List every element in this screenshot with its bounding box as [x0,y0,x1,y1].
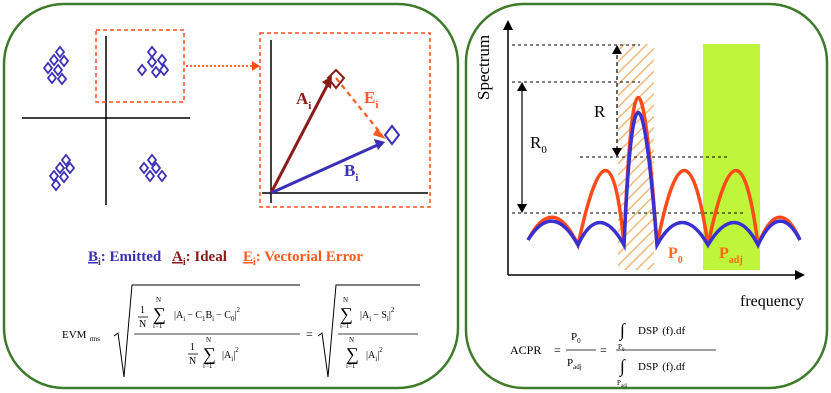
r0-label: R0 [530,133,547,156]
svg-text:Padj: Padj [617,379,627,389]
r0-arrow-top [517,82,527,91]
svg-text:∑: ∑ [340,304,353,324]
constellation-cluster-top-right [136,45,170,79]
svg-text:1: 1 [140,305,145,316]
svg-text:=: = [306,327,313,341]
reference-lines [512,44,745,214]
svg-text:N: N [139,319,146,330]
acpr-formula: ACPR = P0 Padj = ∫ P0 DSP (f).df ∫ Padj D… [510,320,716,389]
vector-b [270,141,383,195]
svg-text:P0: P0 [571,331,581,345]
svg-text:∑: ∑ [346,344,359,364]
spectrum-xlabel: frequency [740,293,804,310]
svg-text:|Ai|2: |Ai|2 [366,346,383,363]
svg-text:N: N [349,336,354,344]
svg-text:i=1: i=1 [346,362,356,370]
r0-arrow-bottom [517,204,527,213]
legend-ideal: Ai: Ideal [172,249,227,268]
svg-text:∑: ∑ [153,304,166,324]
legend-error: Ei: Vectorial Error [243,249,363,268]
r-label: R [594,102,606,121]
svg-text:|Ai|2: |Ai|2 [222,346,239,363]
svg-text:N: N [189,356,196,367]
svg-text:∑: ∑ [203,344,216,364]
svg-text:=: = [600,343,607,357]
vector-a [269,79,332,194]
p0-label: P0 [668,245,683,266]
constellation-cluster-top-left [42,45,70,86]
padj-label: Padj [719,245,743,266]
spectrum-curve-blue [526,110,802,252]
svg-text:∫: ∫ [619,356,626,377]
svg-text:N: N [156,296,161,304]
zoom-arrow-head [252,61,260,71]
svg-text:Padj: Padj [567,357,582,371]
emitted-diamond [383,124,401,146]
svg-text:∫: ∫ [619,320,626,341]
constellation-cluster-bottom-right [138,153,168,183]
legend-emitted: Bi: Emitted [88,249,162,268]
spectrum-x-arrow [795,270,805,280]
svg-text:N: N [206,336,211,344]
vector-b-label: Bi [344,161,358,184]
zoom-box [259,32,431,208]
r-arrow-bottom [612,148,622,157]
svg-text:N: N [343,296,348,304]
svg-text:i=1: i=1 [340,322,350,330]
vector-e-label: Ei [364,88,378,111]
svg-text:1: 1 [190,342,195,353]
constellation-cluster-bottom-left [48,153,76,192]
right-panel-frame [464,2,829,390]
vector-e-head [373,128,386,139]
svg-text:|Ai− C1Bi− C0|2: |Ai − C1Bi − C0|2 [174,306,240,323]
ideal-diamond [326,68,346,90]
svg-text:DSP(f).df: DSP (f).df [638,325,685,337]
svg-text:P0: P0 [618,343,625,353]
svg-text:ACPR: ACPR [510,343,541,357]
r-arrow-top [612,45,622,54]
vector-a-label: Ai [296,89,311,112]
evm-formula: EVM rms 1 N ∑ N i=1 |Ai − C1Bi − C0|2 1 N ∑… [62,284,420,378]
svg-text:|Ai− Si|2: |Ai − Si|2 [360,306,395,323]
svg-text:DSP(f).df: DSP (f).df [638,361,685,373]
svg-text:i=1: i=1 [153,322,163,330]
selection-box [95,29,185,103]
legend: Bi: Emitted Ai: Ideal Ei: Vectorial Erro… [88,249,363,268]
vector-b-head [374,139,385,150]
vector-e [335,77,383,136]
svg-text:=: = [554,343,561,357]
spectrum-y-arrow [503,20,513,30]
spectrum-ylabel: Spectrum [474,35,493,100]
left-panel-frame [2,2,460,390]
svg-text:i=1: i=1 [203,362,213,370]
